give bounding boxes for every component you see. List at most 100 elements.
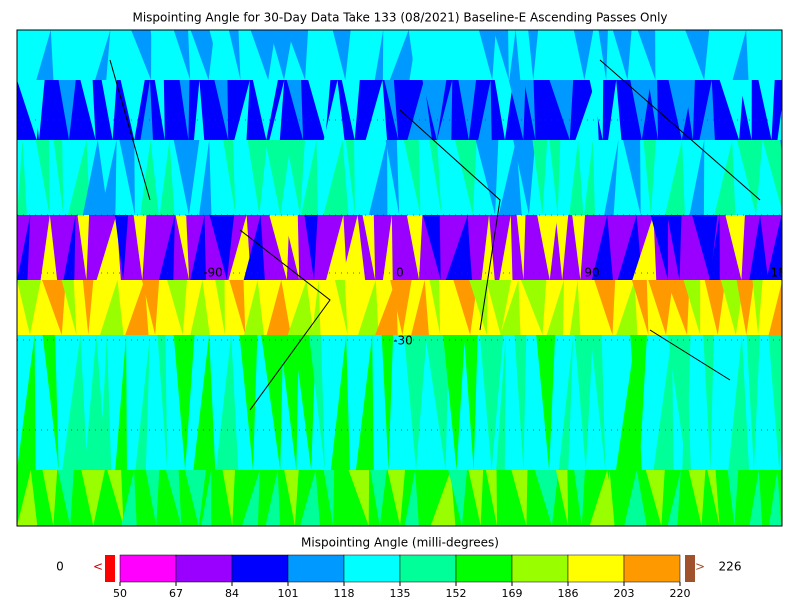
map-swath — [558, 335, 574, 470]
map-swath — [513, 140, 536, 215]
map-swath — [508, 80, 526, 140]
map-swath — [114, 215, 129, 280]
map-swath — [326, 215, 347, 280]
min-label: 0 — [56, 560, 64, 574]
map-swath — [494, 80, 514, 140]
map-swath — [468, 470, 484, 526]
map-swath — [584, 140, 595, 215]
map-swath — [382, 215, 393, 280]
map-swath — [461, 215, 473, 280]
map-swath — [140, 80, 153, 140]
map-swath — [714, 140, 736, 215]
map-swath — [286, 30, 309, 80]
map-swath — [252, 80, 278, 140]
map-swath — [179, 80, 190, 140]
map-swath — [190, 215, 206, 280]
map-swath — [184, 470, 206, 526]
map-swath — [630, 335, 647, 470]
map-swath — [110, 30, 127, 80]
map-swath — [667, 215, 682, 280]
color-box — [175, 554, 233, 583]
map-swath — [528, 30, 539, 80]
map-swath — [17, 215, 31, 280]
map-swath — [569, 140, 584, 215]
map-swath — [265, 470, 281, 526]
map-swath — [704, 280, 726, 335]
map-swath — [323, 80, 345, 140]
map-swath — [637, 30, 656, 80]
map-swath — [374, 30, 384, 80]
map-swath — [569, 280, 581, 335]
map-swath — [443, 335, 465, 470]
map-swath — [17, 30, 34, 80]
tick-label: 186 — [558, 587, 579, 600]
map-swath — [229, 280, 246, 335]
map-swath — [330, 335, 350, 470]
map-swath — [384, 80, 399, 140]
map-swath — [685, 30, 710, 80]
map-swath — [77, 215, 90, 280]
map-swath — [115, 335, 127, 470]
map-swath — [341, 215, 366, 280]
map-swath — [247, 140, 268, 215]
map-swath — [604, 140, 619, 215]
map-swath — [42, 470, 58, 526]
map-swath — [736, 280, 754, 335]
map-swath — [95, 30, 111, 80]
map-swath — [101, 80, 117, 140]
map-swath — [201, 470, 212, 526]
map-swath — [82, 140, 109, 215]
map-swath — [99, 335, 112, 470]
map-swath — [555, 215, 569, 280]
map-swath — [381, 335, 394, 470]
map-swath — [308, 80, 331, 140]
map-swath — [551, 30, 569, 80]
grid-label: 90 — [584, 266, 599, 280]
map-swath — [436, 80, 453, 140]
color-box — [119, 554, 177, 583]
map-swath — [190, 30, 215, 80]
map-swath — [758, 80, 775, 140]
map-swath — [549, 140, 561, 215]
map-swath — [574, 335, 593, 470]
map-swath — [699, 80, 715, 140]
map-swath — [624, 470, 647, 526]
map-swath — [173, 30, 191, 80]
map-swath — [555, 470, 569, 526]
map-swath — [682, 335, 691, 470]
grid-label: 180 — [771, 266, 794, 280]
color-box — [231, 554, 289, 583]
map-swath — [131, 30, 152, 80]
max-label: 226 — [719, 560, 742, 574]
map-swath — [458, 80, 477, 140]
map-swath — [42, 335, 59, 470]
map-swath — [768, 470, 782, 526]
map-swath — [304, 215, 318, 280]
map-swath — [411, 280, 429, 335]
map-swath — [159, 140, 175, 215]
map-swath — [228, 215, 251, 280]
map-swath — [648, 80, 659, 140]
map-swath — [692, 215, 718, 280]
map-swath — [323, 470, 335, 526]
map-swath — [84, 335, 107, 470]
map-swath — [269, 30, 293, 80]
color-box — [343, 554, 401, 583]
tick-label: 67 — [169, 587, 183, 600]
map-swath — [762, 140, 782, 211]
map-swath — [17, 140, 27, 215]
colorbar: 50 67 84 101 118 135 152 169 186 203 220 — [105, 554, 695, 600]
map-swath — [283, 215, 300, 280]
map-swath — [573, 30, 594, 80]
map-swath — [57, 470, 74, 526]
map-swath — [773, 30, 782, 57]
over-marker: > — [695, 560, 705, 574]
map-swath — [749, 215, 769, 280]
map-swath — [62, 335, 88, 470]
map-swath — [732, 30, 749, 80]
map-swath — [141, 280, 160, 335]
map-swath — [269, 215, 290, 280]
map-swath — [768, 281, 782, 335]
map-swath — [81, 470, 105, 526]
map-swath — [17, 335, 36, 470]
